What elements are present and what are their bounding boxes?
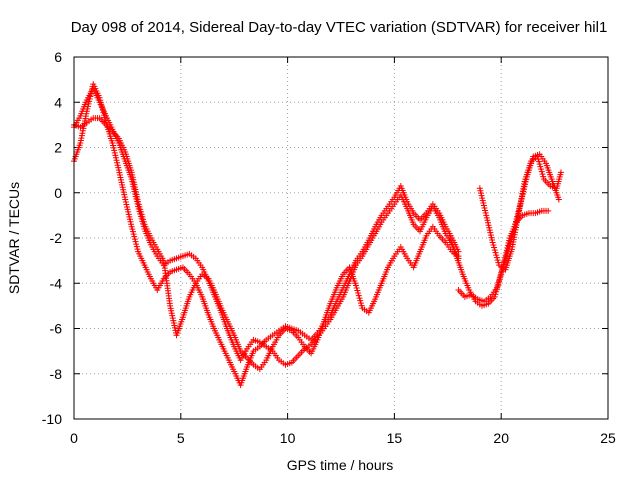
data-point-interp: [355, 290, 362, 297]
data-point-interp: [491, 244, 498, 251]
data-point-interp: [498, 269, 505, 276]
x-tick-label: 10: [280, 430, 296, 446]
data-point-interp: [495, 259, 502, 266]
data-point-interp: [356, 295, 363, 302]
series-track-c: [71, 115, 462, 373]
data-point: [534, 153, 541, 160]
data-point-interp: [138, 211, 145, 218]
y-tick-label: 0: [54, 185, 62, 201]
data-point-interp: [496, 274, 503, 281]
chart-title: Day 098 of 2014, Sidereal Day-to-day VTE…: [71, 19, 608, 36]
data-point-interp: [493, 252, 500, 259]
data-point-interp: [137, 208, 144, 215]
data-point-interp: [139, 213, 146, 220]
x-tick-label: 0: [70, 430, 78, 446]
data-point: [555, 196, 562, 203]
data-point: [352, 282, 359, 289]
data-point-interp: [535, 156, 542, 163]
y-tick-label: 4: [54, 94, 62, 110]
data-point-interp: [357, 297, 364, 304]
y-tick-label: 2: [54, 140, 62, 156]
data-point-interp: [495, 279, 502, 286]
data-point-interp: [136, 203, 143, 210]
data-point-interp: [353, 285, 360, 292]
data-point-interp: [494, 257, 501, 264]
data-point-interp: [354, 287, 361, 294]
x-tick-label: 20: [493, 430, 509, 446]
series-track-f: [476, 153, 565, 273]
data-point-interp: [494, 282, 501, 289]
y-tick-label: -10: [42, 411, 62, 427]
data-point-interp: [535, 158, 542, 165]
data-point-interp: [137, 206, 144, 213]
data-point-interp: [358, 302, 365, 309]
x-tick-label: 15: [387, 430, 403, 446]
marks-layer: [71, 81, 565, 389]
data-point: [135, 198, 142, 205]
data-point-interp: [537, 163, 544, 170]
data-point-interp: [492, 249, 499, 256]
data-point-interp: [497, 272, 504, 279]
y-tick-label: -6: [50, 321, 63, 337]
grid-layer: [74, 57, 608, 419]
data-point-interp: [491, 247, 498, 254]
data-point-interp: [140, 218, 147, 225]
data-point-interp: [536, 161, 543, 168]
series-track-a: [71, 81, 462, 389]
data-point-interp: [493, 254, 500, 261]
data-point-interp: [357, 300, 364, 307]
data-point-interp: [135, 201, 142, 208]
tick-layer: 0 5 10 15 20 25 -10 -8 -6 -4 -2 0 2 4 6: [42, 49, 616, 446]
data-point-interp: [538, 166, 545, 173]
data-point: [493, 284, 500, 291]
y-tick-label: -2: [50, 230, 63, 246]
data-point: [545, 207, 552, 214]
data-point: [558, 169, 565, 176]
data-point-interp: [355, 292, 362, 299]
plot-frame: [73, 56, 609, 420]
series-track-e: [455, 207, 552, 305]
y-tick-label: -4: [50, 275, 63, 291]
x-tick-label: 25: [600, 430, 616, 446]
data-point-interp: [496, 277, 503, 284]
data-point-interp: [540, 173, 547, 180]
data-point-interp: [539, 171, 546, 178]
y-tick-label: 6: [54, 49, 62, 65]
x-tick-label: 5: [177, 430, 185, 446]
data-point-interp: [538, 168, 545, 175]
data-point-interp: [140, 216, 147, 223]
series-track-d: [446, 151, 562, 309]
y-tick-label: -8: [50, 366, 63, 382]
y-axis-label: SDTVAR / TECUs: [6, 182, 22, 294]
data-point: [489, 239, 496, 246]
data-point-interp: [490, 242, 497, 249]
x-axis-label: GPS time / hours: [287, 457, 394, 473]
